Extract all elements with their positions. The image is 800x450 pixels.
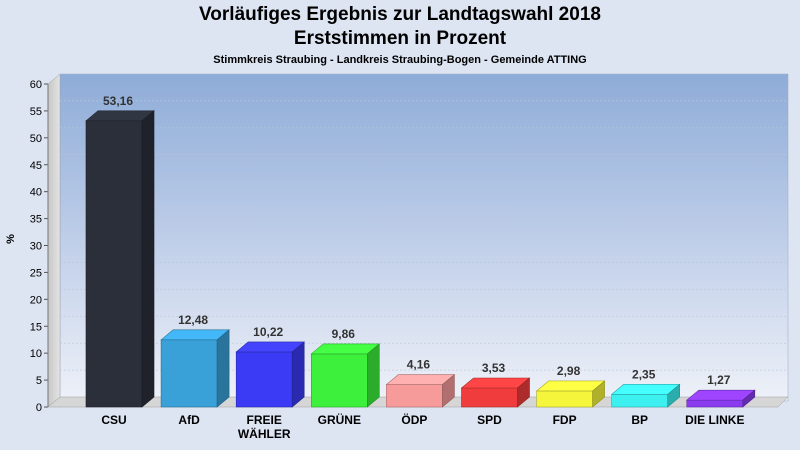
bar — [611, 394, 669, 408]
bar-value-label: 12,48 — [178, 313, 208, 327]
bar-side-face — [667, 383, 681, 408]
x-tick-label: ÖDP — [401, 412, 427, 427]
bar — [536, 390, 593, 408]
x-tick-label: SPD — [477, 413, 502, 427]
x-tick-label: WÄHLER — [238, 426, 291, 441]
bar — [310, 353, 368, 408]
x-tick-label: GRÜNE — [318, 412, 361, 427]
bar-value-label: 9,86 — [332, 327, 356, 341]
y-tick-label: 15 — [30, 321, 42, 333]
chart-title: Vorläufiges Ergebnis zur Landtagswahl 20… — [199, 4, 601, 25]
y-tick-label: 50 — [30, 133, 42, 145]
y-tick-label: 20 — [30, 294, 42, 306]
y-tick-label: 55 — [30, 106, 42, 118]
bar — [85, 120, 143, 408]
y-tick-label: 60 — [30, 79, 42, 91]
y-tick-label: 5 — [36, 375, 42, 387]
bar-side-face — [592, 380, 605, 408]
bar-value-label: 2,98 — [557, 364, 581, 378]
chart-subtitle: Erststimmen in Prozent — [293, 28, 507, 49]
bar-side-face — [742, 389, 756, 408]
y-tick-label: 25 — [30, 267, 42, 279]
x-tick-label: FDP — [553, 413, 577, 427]
bar — [461, 387, 518, 408]
bar-side-face — [366, 343, 380, 408]
x-tick-label: CSU — [101, 413, 126, 427]
bar — [686, 399, 744, 408]
chart-region: Stimmkreis Straubing - Landkreis Straubi… — [213, 54, 587, 66]
bar-side-face — [442, 373, 455, 408]
bar-value-label: 4,16 — [407, 358, 431, 372]
y-tick-label: 0 — [36, 402, 42, 414]
x-tick-label: BP — [631, 413, 648, 427]
y-tick-label: 35 — [30, 214, 42, 226]
y-tick-label: 40 — [30, 187, 42, 199]
bar-value-label: 2,35 — [632, 367, 656, 381]
y-tick-label: 30 — [30, 241, 42, 253]
bar — [235, 351, 293, 408]
bar-side-face — [141, 110, 155, 408]
bar-value-label: 53,16 — [103, 94, 133, 108]
plot-side-wall — [47, 73, 61, 408]
y-tick-label: 45 — [30, 160, 42, 172]
y-tick-label: 10 — [30, 348, 42, 360]
bar-side-face — [216, 329, 230, 408]
bar-side-face — [517, 377, 530, 408]
x-tick-label: FREIE — [247, 413, 282, 427]
x-tick-label: AfD — [178, 413, 200, 427]
x-tick-label: DIE LINKE — [685, 413, 744, 427]
bar — [386, 384, 443, 408]
bar — [160, 339, 218, 408]
bar-side-face — [291, 341, 305, 408]
bar-value-label: 1,27 — [707, 373, 731, 387]
bar-value-label: 3,53 — [482, 361, 506, 375]
bar-value-label: 10,22 — [253, 325, 283, 339]
